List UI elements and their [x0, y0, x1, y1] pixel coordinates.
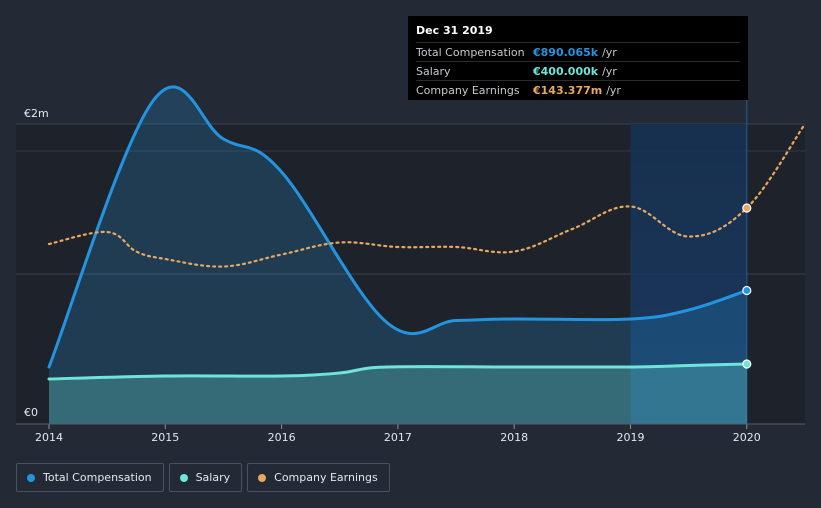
tooltip-row-total-compensation: Total Compensation €890.065k /yr: [416, 42, 740, 61]
tooltip-row-company-earnings: Company Earnings €143.377m /yr: [416, 80, 740, 99]
total-compensation-point: [742, 285, 752, 296]
salary-area: [49, 364, 747, 424]
x-tick-label: 2017: [384, 431, 412, 444]
total-compensation-area: [49, 86, 747, 424]
legend: Total Compensation Salary Company Earnin…: [16, 463, 395, 492]
legend-item-salary[interactable]: Salary: [168, 463, 243, 492]
legend-dot-icon: [179, 473, 188, 482]
x-tick-label: 2020: [733, 431, 761, 444]
legend-item-total-compensation[interactable]: Total Compensation: [16, 463, 164, 492]
x-tick-label: 2018: [500, 431, 528, 444]
highlight-band: [630, 124, 747, 424]
tooltip-unit: /yr: [606, 84, 621, 97]
tooltip-label: Salary: [416, 65, 451, 78]
company-earnings-point: [742, 203, 752, 213]
tooltip-value: €143.377m: [533, 84, 603, 97]
x-tick-label: 2016: [268, 431, 296, 444]
tooltip-unit: /yr: [602, 46, 617, 59]
x-tick-label: 2014: [35, 431, 63, 444]
tooltip-row-salary: Salary €400.000k /yr: [416, 61, 740, 80]
legend-dot-icon: [258, 473, 267, 482]
total-compensation-line: [47, 85, 749, 369]
tooltip-label: Company Earnings: [416, 84, 520, 97]
legend-item-company-earnings[interactable]: Company Earnings: [247, 463, 390, 492]
tooltip-date: Dec 31 2019: [416, 24, 493, 37]
tooltip-value: €400.000k: [533, 65, 599, 78]
tooltip-label: Total Compensation: [416, 46, 525, 59]
y-tick-label: €2m: [24, 107, 49, 120]
y-tick-label: €0: [24, 406, 38, 419]
legend-label: Total Compensation: [43, 471, 152, 484]
legend-label: Company Earnings: [274, 471, 378, 484]
x-tick-label: 2015: [151, 431, 179, 444]
x-tick-label: 2019: [617, 431, 645, 444]
legend-label: Salary: [195, 471, 231, 484]
tooltip: Dec 31 2019 Total Compensation €890.065k…: [408, 16, 748, 100]
tooltip-unit: /yr: [602, 65, 617, 78]
salary-line: [47, 362, 749, 381]
legend-dot-icon: [27, 473, 35, 482]
salary-point: [742, 359, 752, 369]
tooltip-value: €890.065k: [533, 46, 599, 59]
